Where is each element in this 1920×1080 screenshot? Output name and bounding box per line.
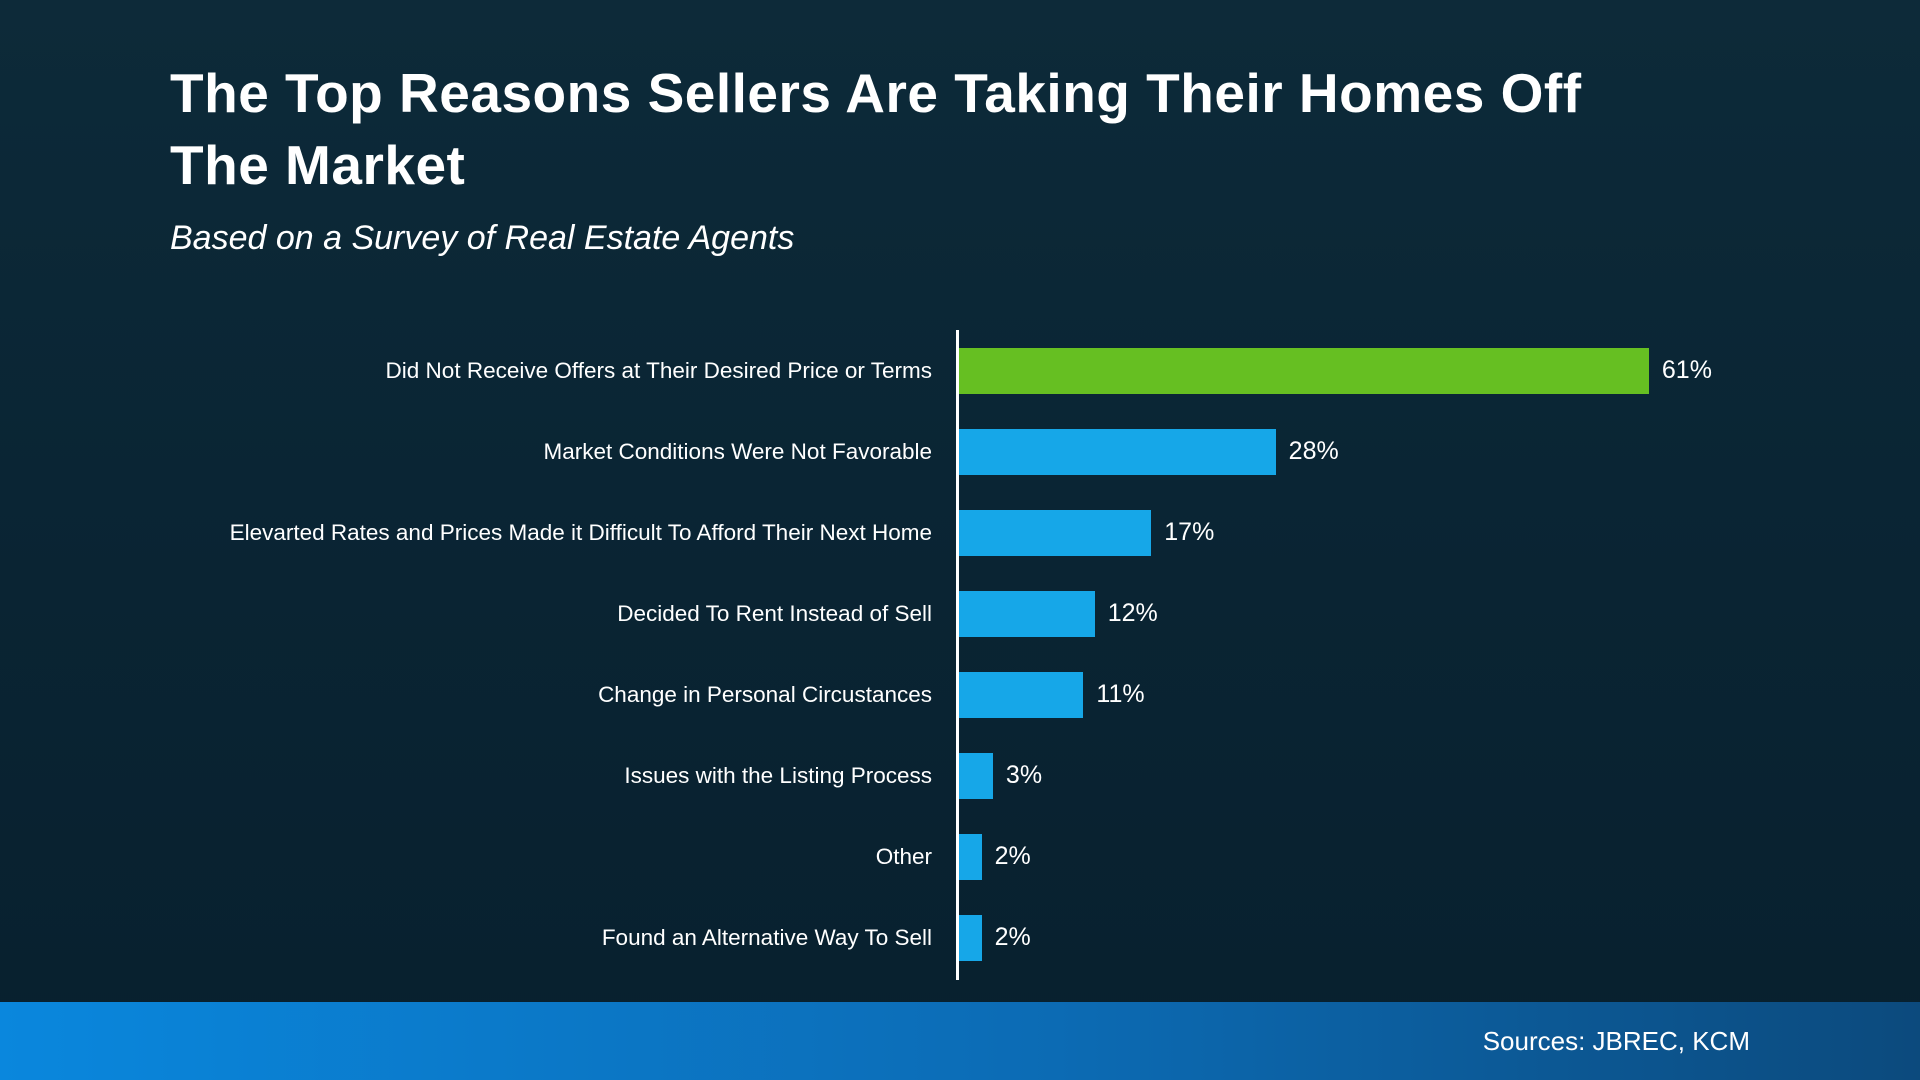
bar-area: 61% [959, 347, 1920, 394]
bar-area: 12% [959, 590, 1920, 637]
bar-label: Issues with the Listing Process [624, 763, 932, 788]
bar-value: 12% [1107, 599, 1158, 627]
bar [959, 509, 1152, 556]
bar-value: 2% [994, 923, 1031, 951]
bar-label: Change in Personal Circustances [598, 682, 932, 707]
bar-label: Did Not Receive Offers at Their Desired … [385, 358, 932, 383]
chart-row: Did Not Receive Offers at Their Desired … [0, 330, 1920, 411]
page-subtitle: Based on a Survey of Real Estate Agents [170, 219, 795, 257]
bar-label: Other [875, 844, 932, 869]
chart-row: Change in Personal Circustances 11% [0, 654, 1920, 735]
bar-value: 3% [1005, 761, 1043, 789]
bar [959, 590, 1095, 637]
chart-row: Decided To Rent Instead of Sell 12% [0, 573, 1920, 654]
bar-label: Decided To Rent Instead of Sell [617, 601, 932, 626]
bar-value: 11% [1096, 680, 1145, 708]
bar-area: 17% [959, 509, 1920, 556]
bar-value: 61% [1661, 356, 1712, 384]
bar-area: 11% [959, 671, 1920, 718]
chart-row: Issues with the Listing Process 3% [0, 735, 1920, 816]
bar-value: 28% [1288, 437, 1339, 465]
bar [959, 833, 982, 880]
bar-area: 2% [959, 833, 1920, 880]
bar-area: 2% [959, 914, 1920, 961]
bar-area: 3% [959, 752, 1920, 799]
bar [959, 914, 982, 961]
chart-row: Other 2% [0, 816, 1920, 897]
bar-chart: Did Not Receive Offers at Their Desired … [0, 330, 1920, 980]
bar [959, 752, 993, 799]
bar [959, 428, 1276, 475]
chart-rows: Did Not Receive Offers at Their Desired … [0, 330, 1920, 978]
bar-value: 17% [1164, 518, 1215, 546]
chart-row: Elevarted Rates and Prices Made it Diffi… [0, 492, 1920, 573]
bar-label: Market Conditions Were Not Favorable [543, 439, 933, 464]
bar [959, 347, 1649, 394]
bar-label: Found an Alternative Way To Sell [601, 925, 932, 950]
bar-area: 28% [959, 428, 1920, 475]
chart-row: Found an Alternative Way To Sell 2% [0, 897, 1920, 978]
chart-header: The Top Reasons Sellers Are Taking Their… [170, 58, 1610, 258]
bar-value: 2% [994, 842, 1031, 870]
sources-label: Sources: JBREC, KCM [1482, 1025, 1750, 1056]
bar-label: Elevarted Rates and Prices Made it Diffi… [229, 520, 932, 545]
footer-bar: Sources: JBREC, KCM [0, 1002, 1920, 1080]
bar [959, 671, 1084, 718]
page-title: The Top Reasons Sellers Are Taking Their… [170, 62, 1582, 196]
chart-row: Market Conditions Were Not Favorable 28% [0, 411, 1920, 492]
y-axis-line [956, 330, 959, 980]
